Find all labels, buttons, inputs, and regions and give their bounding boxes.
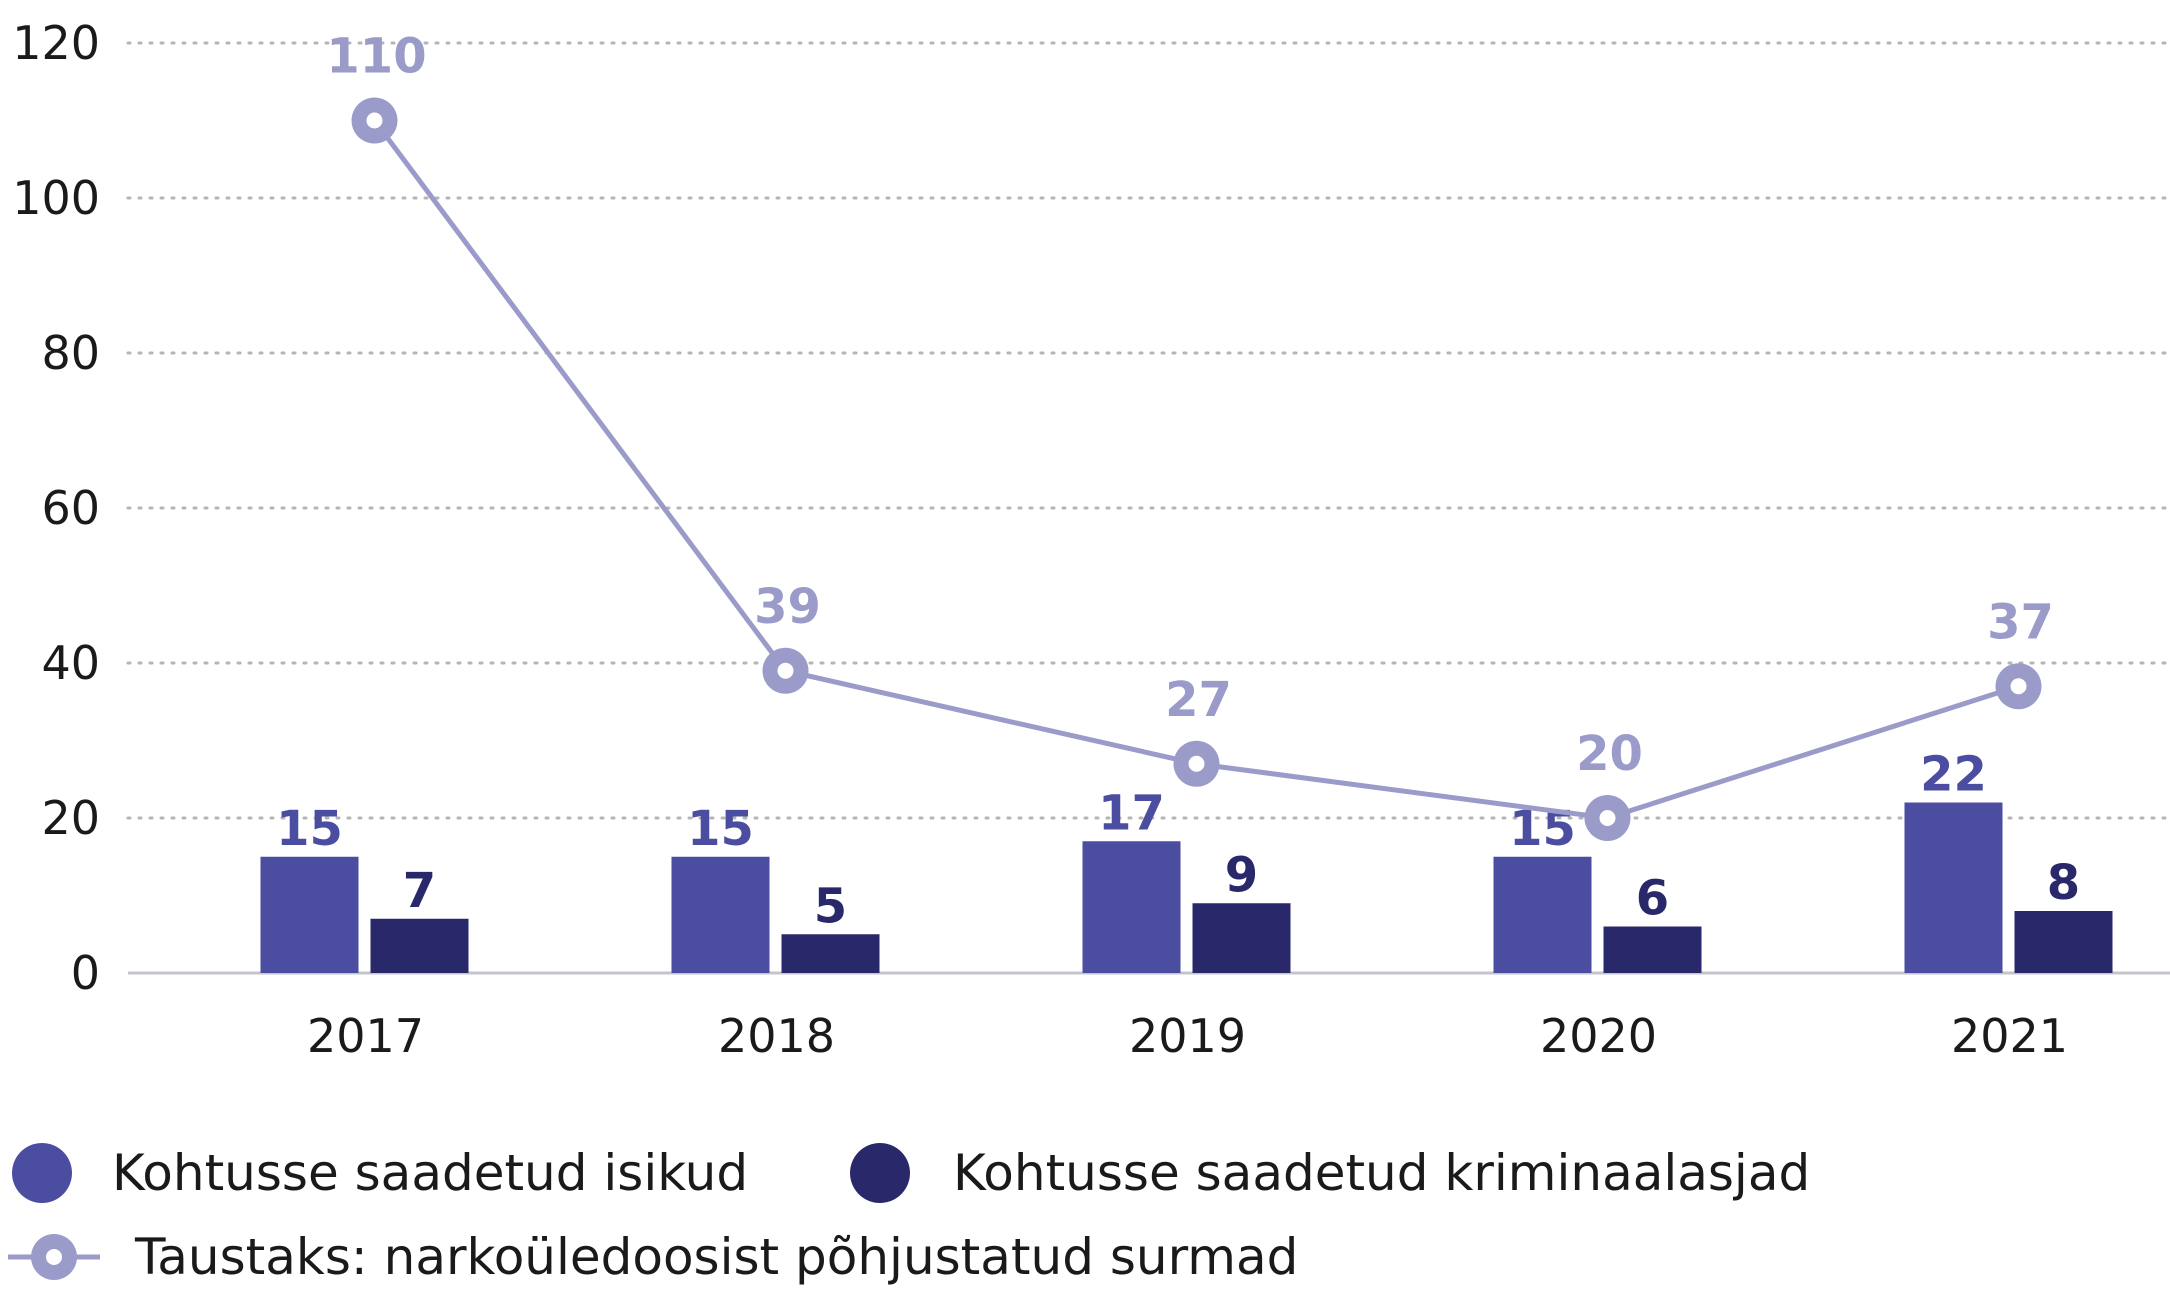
legend-marker (850, 1143, 910, 1203)
bar-value-label: 8 (2047, 855, 2080, 911)
x-tick-label: 2021 (1951, 1009, 2068, 1063)
line-point-hole (366, 112, 383, 129)
bar (1603, 926, 1702, 973)
bar (370, 918, 469, 973)
bar (781, 934, 880, 973)
x-tick-label: 2018 (718, 1009, 835, 1063)
legend-label: Kohtusse saadetud kriminaalasjad (953, 1144, 1810, 1202)
line-value-label: 27 (1165, 672, 1232, 728)
legend-label: Kohtusse saadetud isikud (112, 1144, 748, 1202)
y-tick-label: 120 (12, 16, 100, 70)
x-tick-label: 2017 (307, 1009, 424, 1063)
bar (1192, 903, 1291, 973)
y-tick-label: 60 (41, 481, 100, 535)
bar-value-label: 22 (1920, 747, 1987, 803)
y-tick-label: 0 (71, 946, 100, 1000)
bar-value-label: 6 (1636, 871, 1669, 927)
bar (671, 856, 770, 973)
bar-value-label: 7 (403, 863, 436, 919)
x-tick-label: 2020 (1540, 1009, 1657, 1063)
line-point-hole (1188, 755, 1205, 772)
line-value-label: 110 (326, 29, 426, 85)
bar (1904, 802, 2003, 973)
bar-value-label: 15 (276, 801, 343, 857)
y-tick-label: 100 (12, 171, 100, 225)
bar (2014, 911, 2113, 973)
y-tick-label: 40 (41, 636, 100, 690)
line-value-label: 39 (754, 579, 821, 635)
bar (1493, 856, 1592, 973)
bar-value-label: 15 (687, 801, 754, 857)
bar (1082, 841, 1181, 973)
line-value-label: 37 (1987, 594, 2054, 650)
bar-value-label: 5 (814, 878, 847, 934)
x-tick-label: 2019 (1129, 1009, 1246, 1063)
line-point-hole (1599, 810, 1616, 826)
line-value-label: 20 (1576, 726, 1643, 782)
y-tick-label: 20 (41, 791, 100, 845)
legend-marker-hole (46, 1249, 62, 1265)
legend-label: Taustaks: narkoüledoosist põhjustatud su… (134, 1228, 1298, 1286)
line-point-hole (777, 662, 794, 679)
bar-value-label: 9 (1225, 847, 1258, 903)
bar (260, 856, 359, 973)
y-tick-label: 80 (41, 326, 100, 380)
line-point-hole (2010, 678, 2027, 695)
bar-value-label: 17 (1098, 785, 1165, 841)
legend-marker (12, 1143, 72, 1203)
